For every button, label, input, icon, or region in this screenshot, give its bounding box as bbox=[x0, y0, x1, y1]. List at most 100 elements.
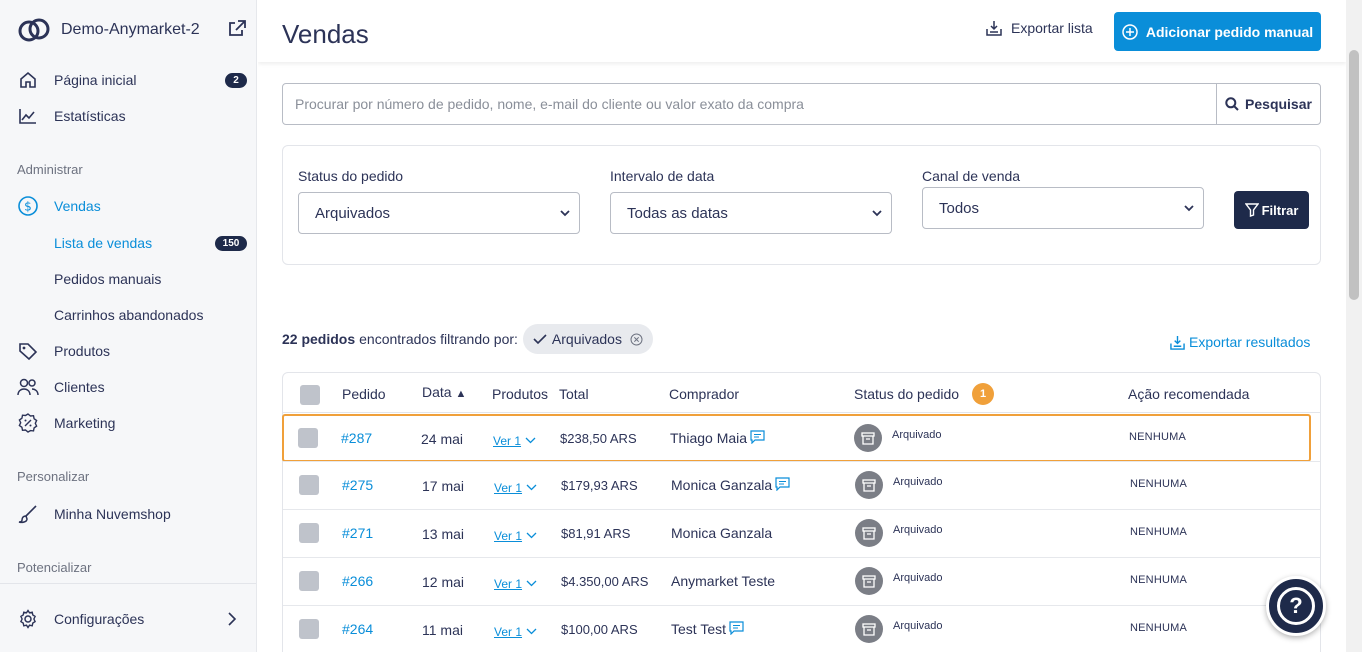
brush-icon bbox=[17, 503, 39, 525]
order-link[interactable]: #271 bbox=[342, 525, 374, 541]
buyer[interactable]: Test Test bbox=[671, 620, 744, 637]
col-data[interactable]: Data ▲ bbox=[422, 384, 466, 400]
chevron-down-icon bbox=[526, 628, 537, 635]
external-link-icon[interactable] bbox=[227, 19, 247, 39]
table-header: Pedido Data ▲ Produtos Total Comprador S… bbox=[283, 373, 1320, 413]
status-label: Arquivado bbox=[893, 524, 943, 536]
table-row[interactable]: #264 11 mai Ver 1 $100,00 ARS Test Test Arqu… bbox=[283, 605, 1320, 652]
buyer[interactable]: Anymarket Teste bbox=[671, 573, 775, 589]
order-total: $238,50 ARS bbox=[560, 431, 637, 446]
row-checkbox[interactable] bbox=[299, 523, 319, 543]
status-label: Arquivado bbox=[893, 476, 943, 488]
order-link[interactable]: #275 bbox=[342, 477, 374, 493]
sidebar-item-minha-nuvemshop[interactable]: Minha Nuvemshop bbox=[17, 502, 171, 526]
page-title: Vendas bbox=[282, 19, 369, 49]
buyer[interactable]: Monica Ganzala bbox=[671, 476, 790, 493]
results-count: 22 pedidos bbox=[282, 331, 356, 347]
comment-icon[interactable] bbox=[750, 429, 765, 444]
sidebar-subitem-lista-vendas[interactable]: Lista de vendas bbox=[54, 231, 152, 255]
check-icon bbox=[533, 334, 547, 345]
brand[interactable]: Demo-Anymarket-2 bbox=[17, 16, 246, 44]
products-dropdown[interactable]: Ver 1 bbox=[494, 479, 537, 495]
products-dropdown[interactable]: Ver 1 bbox=[494, 527, 537, 543]
chip-label: Arquivados bbox=[551, 331, 622, 347]
section-potencializar: Potencializar bbox=[17, 560, 92, 575]
sidebar-item-label: Pedidos manuais bbox=[54, 271, 162, 287]
products-link: Ver 1 bbox=[494, 529, 523, 543]
date-filter-select[interactable]: Todas as datas bbox=[610, 192, 892, 234]
table-row[interactable]: #271 13 mai Ver 1 $81,91 ARS Monica Ganzala… bbox=[283, 509, 1320, 557]
table-row[interactable]: #287 24 mai Ver 1 $238,50 ARS Thiago Maia Ar… bbox=[282, 414, 1311, 462]
section-administrar: Administrar bbox=[17, 162, 83, 177]
sidebar-subitem-carrinhos[interactable]: Carrinhos abandonados bbox=[54, 303, 203, 327]
active-filter-chip[interactable]: Arquivados bbox=[522, 324, 653, 354]
sidebar-item-marketing[interactable]: Marketing bbox=[17, 411, 115, 435]
sidebar-item-clientes[interactable]: Clientes bbox=[17, 375, 105, 399]
order-link[interactable]: #287 bbox=[341, 430, 373, 446]
export-results-link[interactable]: Exportar resultados bbox=[1170, 334, 1310, 350]
add-manual-order-button[interactable]: Adicionar pedido manual bbox=[1114, 12, 1321, 51]
filter-button[interactable]: Filtrar bbox=[1234, 191, 1309, 229]
sidebar-item-home[interactable]: Página inicial bbox=[17, 68, 137, 92]
plus-circle-icon bbox=[1122, 23, 1138, 40]
dollar-icon: $ bbox=[17, 195, 39, 217]
buyer-name: Monica Ganzala bbox=[671, 525, 773, 541]
sidebar-item-label: Minha Nuvemshop bbox=[54, 506, 171, 522]
row-divider bbox=[283, 461, 1320, 462]
download-icon bbox=[1170, 335, 1185, 350]
products-dropdown[interactable]: Ver 1 bbox=[494, 575, 537, 591]
chevron-right-icon[interactable] bbox=[226, 612, 238, 626]
sidebar-item-produtos[interactable]: Produtos bbox=[17, 339, 110, 363]
recommended-action: NENHUMA bbox=[1130, 478, 1188, 490]
status-filter-select[interactable]: Arquivados bbox=[298, 192, 580, 234]
sidebar-item-label: Estatísticas bbox=[54, 108, 126, 124]
row-checkbox[interactable] bbox=[298, 428, 318, 448]
recommended-action: NENHUMA bbox=[1129, 431, 1187, 443]
export-list-button[interactable]: Exportar lista bbox=[986, 20, 1093, 36]
search-button-label: Pesquisar bbox=[1245, 96, 1312, 112]
sidebar-item-stats[interactable]: Estatísticas bbox=[17, 104, 126, 128]
status-filter-label: Status do pedido bbox=[298, 168, 404, 184]
sidebar-item-label: Clientes bbox=[54, 379, 105, 395]
section-personalizar: Personalizar bbox=[17, 469, 90, 484]
row-checkbox[interactable] bbox=[299, 571, 319, 591]
sidebar-item-configuracoes[interactable]: Configurações bbox=[17, 607, 144, 631]
results-summary: 22 pedidos encontrados filtrando por: Ar… bbox=[282, 324, 653, 354]
comment-icon[interactable] bbox=[775, 476, 790, 491]
products-link: Ver 1 bbox=[494, 577, 523, 591]
funnel-icon bbox=[1244, 203, 1259, 217]
table-row[interactable]: #266 12 mai Ver 1 $4.350,00 ARS Anymarket T… bbox=[283, 557, 1320, 605]
buyer[interactable]: Monica Ganzala bbox=[671, 525, 772, 541]
sidebar-item-label: Produtos bbox=[54, 343, 111, 359]
recommended-action: NENHUMA bbox=[1130, 622, 1188, 634]
page-scrollbar[interactable] bbox=[1346, 0, 1362, 652]
chart-icon bbox=[17, 105, 39, 127]
channel-filter-select[interactable]: Todos bbox=[922, 187, 1204, 229]
row-checkbox[interactable] bbox=[299, 619, 319, 639]
sidebar-item-label: Lista de vendas bbox=[54, 235, 153, 251]
order-link[interactable]: #264 bbox=[342, 621, 374, 637]
products-dropdown[interactable]: Ver 1 bbox=[493, 432, 536, 448]
buyer[interactable]: Thiago Maia bbox=[670, 429, 765, 446]
close-circle-icon[interactable] bbox=[630, 333, 643, 346]
chevron-down-icon bbox=[872, 210, 882, 217]
help-button[interactable]: ? bbox=[1266, 576, 1326, 636]
select-all-checkbox[interactable] bbox=[300, 385, 320, 405]
row-checkbox[interactable] bbox=[299, 475, 319, 495]
order-link[interactable]: #266 bbox=[342, 573, 374, 589]
comment-icon[interactable] bbox=[729, 620, 744, 635]
scrollbar-thumb[interactable] bbox=[1349, 50, 1359, 300]
discount-icon bbox=[17, 412, 39, 434]
search-input[interactable]: Procurar por número de pedido, nome, e-m… bbox=[295, 96, 804, 112]
sidebar-subitem-pedidos-manuais[interactable]: Pedidos manuais bbox=[54, 267, 161, 291]
main-content: Vendas Exportar lista Adicionar pedido m… bbox=[258, 0, 1346, 652]
sidebar-item-label: Vendas bbox=[54, 198, 101, 214]
table-row[interactable]: #275 17 mai Ver 1 $179,93 ARS Monica Ganzal… bbox=[283, 461, 1320, 509]
products-dropdown[interactable]: Ver 1 bbox=[494, 623, 537, 639]
recommended-action: NENHUMA bbox=[1130, 574, 1188, 586]
products-link: Ver 1 bbox=[494, 481, 523, 495]
gear-icon bbox=[17, 608, 39, 630]
sidebar-item-vendas[interactable]: $ Vendas bbox=[17, 194, 101, 218]
search-button[interactable]: Pesquisar bbox=[1216, 84, 1320, 124]
